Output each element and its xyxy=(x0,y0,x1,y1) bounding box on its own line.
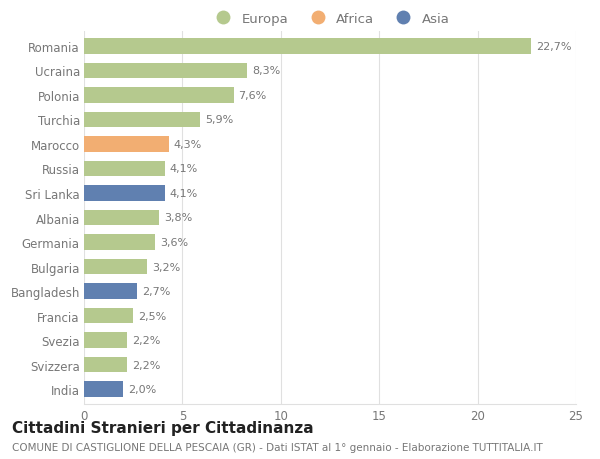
Text: 2,5%: 2,5% xyxy=(138,311,166,321)
Bar xyxy=(84,186,164,201)
Text: 3,2%: 3,2% xyxy=(152,262,180,272)
Text: 3,6%: 3,6% xyxy=(160,237,188,247)
Bar xyxy=(84,333,127,348)
Text: 8,3%: 8,3% xyxy=(252,66,281,76)
Bar xyxy=(84,235,155,250)
Bar xyxy=(84,259,147,274)
Bar xyxy=(84,382,124,397)
Bar xyxy=(84,88,233,103)
Bar xyxy=(84,112,200,128)
Text: 2,2%: 2,2% xyxy=(132,336,161,345)
Text: 22,7%: 22,7% xyxy=(536,42,571,52)
Bar xyxy=(84,64,247,79)
Text: 2,0%: 2,0% xyxy=(128,384,157,394)
Bar xyxy=(84,284,137,299)
Text: 5,9%: 5,9% xyxy=(205,115,233,125)
Text: 4,3%: 4,3% xyxy=(173,140,202,150)
Text: Cittadini Stranieri per Cittadinanza: Cittadini Stranieri per Cittadinanza xyxy=(12,420,314,435)
Text: 2,2%: 2,2% xyxy=(132,360,161,370)
Text: 3,8%: 3,8% xyxy=(164,213,192,223)
Legend: Europa, Africa, Asia: Europa, Africa, Asia xyxy=(210,12,450,26)
Bar xyxy=(84,137,169,152)
Bar xyxy=(84,162,164,177)
Text: 7,6%: 7,6% xyxy=(238,91,267,101)
Text: 4,1%: 4,1% xyxy=(170,189,198,199)
Bar xyxy=(84,210,159,226)
Text: COMUNE DI CASTIGLIONE DELLA PESCAIA (GR) - Dati ISTAT al 1° gennaio - Elaborazio: COMUNE DI CASTIGLIONE DELLA PESCAIA (GR)… xyxy=(12,442,543,452)
Bar xyxy=(84,308,133,324)
Text: 2,7%: 2,7% xyxy=(142,286,170,297)
Bar xyxy=(84,39,531,54)
Text: 4,1%: 4,1% xyxy=(170,164,198,174)
Bar xyxy=(84,357,127,372)
